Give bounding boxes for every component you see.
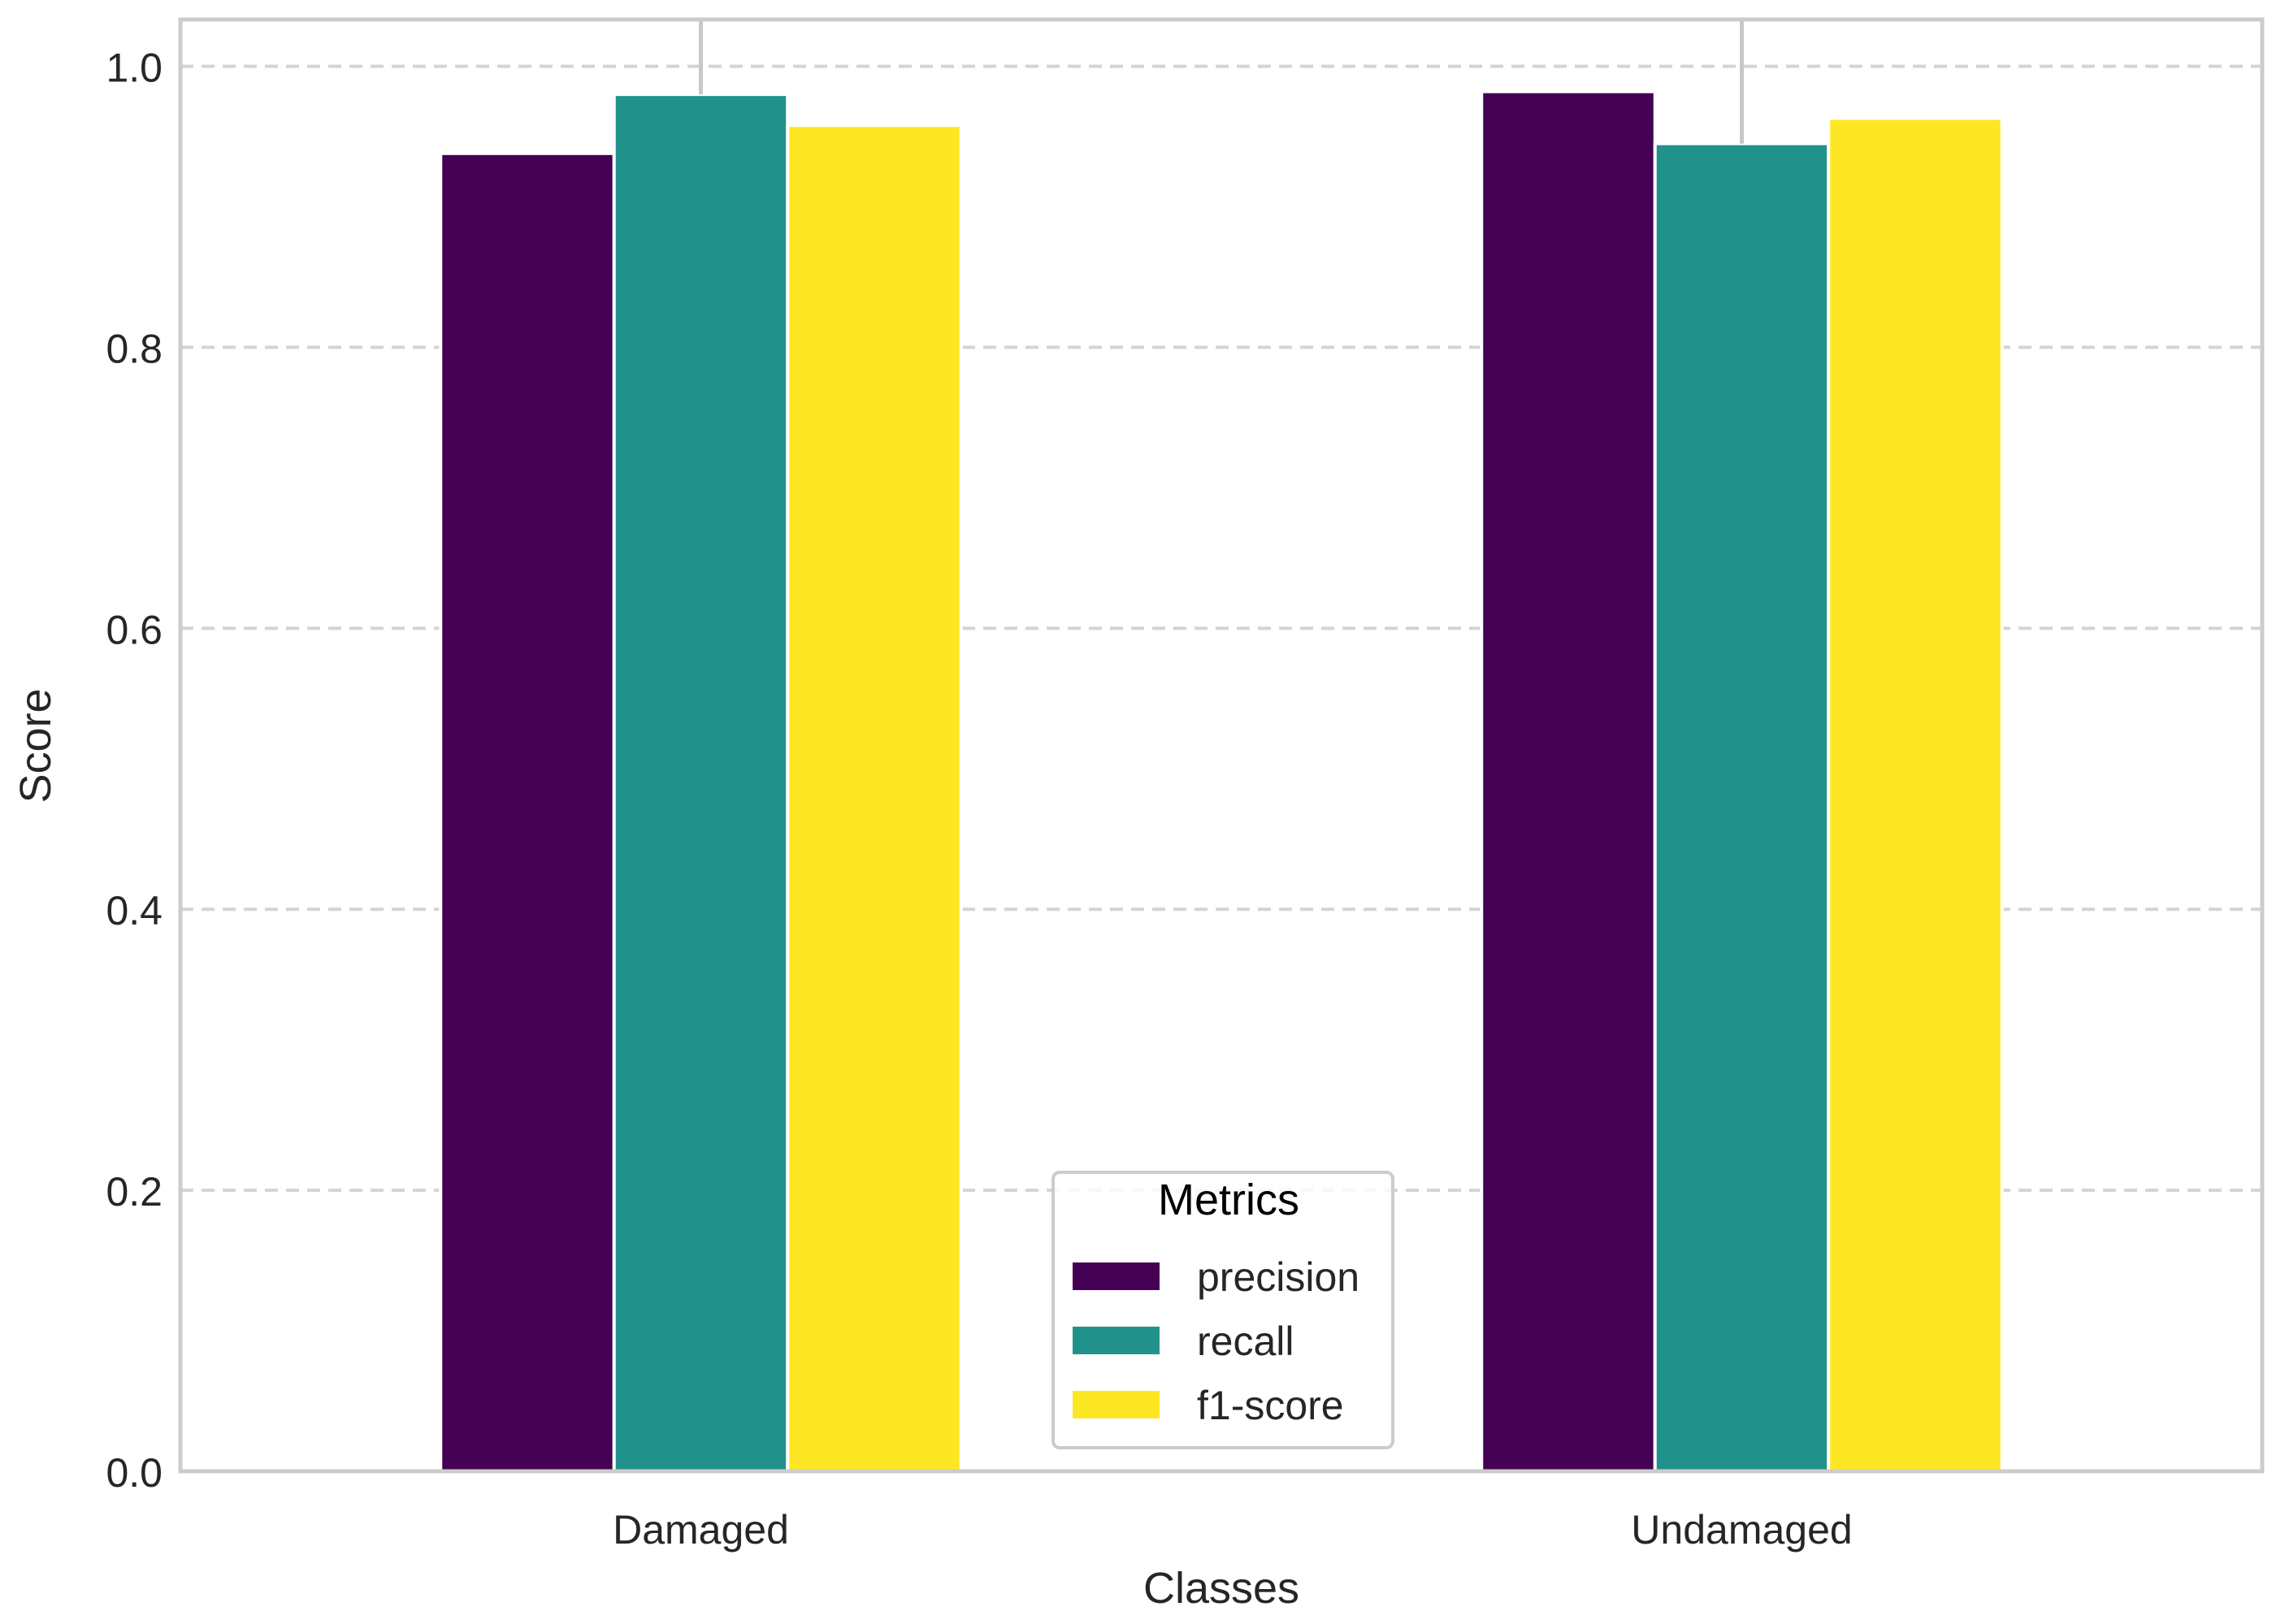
y-tick-label: 0.6 <box>106 607 163 652</box>
y-tick-label: 0.4 <box>106 888 163 933</box>
y-tick-label: 0.8 <box>106 326 163 371</box>
legend-label-f1-score: f1-score <box>1197 1383 1344 1428</box>
x-tick-labels: Damaged Undamaged <box>613 1507 1853 1553</box>
bar-precision-undamaged <box>1480 89 1657 1474</box>
legend-label-precision: precision <box>1197 1254 1359 1300</box>
plot-frame <box>178 17 2265 1474</box>
x-tick-label: Damaged <box>613 1507 789 1553</box>
y-tick-labels: 0.0 0.2 0.4 0.6 0.8 1.0 <box>106 45 163 1496</box>
y-axis-label: Score <box>11 688 60 803</box>
bar-recall-damaged <box>612 93 790 1473</box>
legend-box <box>1051 1171 1394 1449</box>
legend-swatch-f1-score <box>1073 1391 1160 1418</box>
x-axis-label: Classes <box>1143 1564 1299 1613</box>
legend: Metrics precision recall f1-score <box>1051 1171 1394 1449</box>
bar-recall-undamaged <box>1653 141 1831 1474</box>
y-tick-label: 0.0 <box>106 1450 163 1496</box>
legend-swatch-precision <box>1073 1262 1160 1290</box>
y-tick-label: 0.2 <box>106 1169 163 1215</box>
y-tick-label: 1.0 <box>106 45 163 91</box>
legend-title: Metrics <box>1158 1176 1299 1224</box>
legend-swatch-recall <box>1073 1327 1160 1354</box>
bar-precision-damaged <box>439 151 616 1473</box>
legend-items: precision recall f1-score <box>1073 1254 1359 1428</box>
legend-label-recall: recall <box>1197 1319 1294 1364</box>
bar-f1-score-undamaged <box>1827 116 2004 1474</box>
error-bars <box>699 19 1744 144</box>
bar-f1-score-damaged <box>786 123 963 1474</box>
x-tick-label: Undamaged <box>1631 1507 1852 1553</box>
bars <box>439 89 2004 1474</box>
